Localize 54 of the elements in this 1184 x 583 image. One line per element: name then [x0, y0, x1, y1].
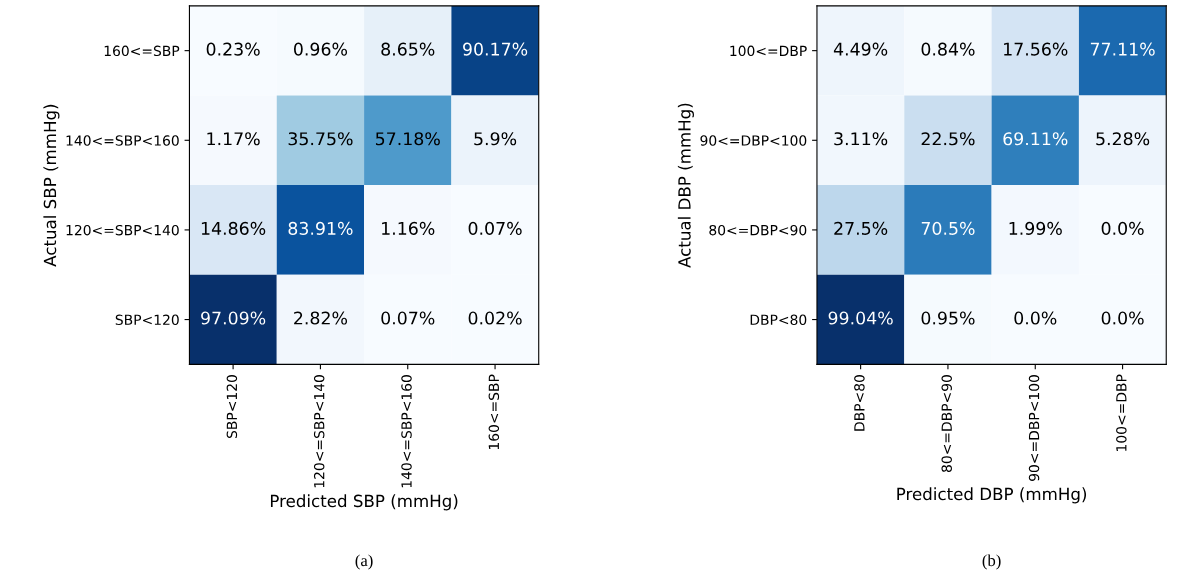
data-label: 0.95% — [921, 311, 975, 325]
data-label: 0.84% — [921, 42, 975, 56]
text: (b) — [982, 554, 1001, 570]
text: (a) — [355, 554, 373, 570]
data-label: 0.0% — [1101, 221, 1144, 235]
data-label: 22.5% — [921, 132, 975, 146]
data-label: 27.5% — [834, 221, 888, 235]
data-label: 35.75% — [288, 132, 353, 146]
y-tick-label: 100<=DBP — [730, 45, 807, 57]
data-label: 90.17% — [463, 42, 528, 56]
data-label: 97.09% — [201, 311, 266, 325]
data-label: 0.07% — [381, 311, 435, 325]
data-label: 3.11% — [834, 132, 888, 146]
x-tick-label: 160<=SBP — [488, 374, 500, 450]
data-label: 0.96% — [293, 42, 348, 56]
x-tick-label: DBP<80 — [854, 375, 865, 431]
data-label: 77.11% — [1090, 42, 1155, 56]
y-axis-title: Actual SBP (mmHg) — [43, 104, 60, 267]
y-axis-title: Actual DBP (mmHg) — [677, 103, 694, 268]
x-axis-title: Predicted DBP (mmHg) — [897, 487, 1087, 504]
x-tick-label: 120<=SBP<140 — [313, 375, 325, 488]
x-tick-label: 100<=DBP — [1116, 374, 1127, 451]
data-label: 1.16% — [382, 221, 435, 235]
x-tick-label: SBP<120 — [226, 375, 238, 439]
data-label: 70.5% — [921, 221, 975, 235]
data-label: 0.02% — [468, 311, 522, 325]
data-label: 4.49% — [833, 42, 888, 56]
data-label: 5.9% — [474, 132, 517, 146]
x-tick-label: 80<=DBP<90 — [941, 375, 952, 473]
data-label: 83.91% — [288, 221, 353, 235]
data-label: 2.82% — [294, 311, 348, 325]
data-label: 57.18% — [375, 132, 440, 146]
data-label: 1.99% — [1009, 221, 1062, 235]
data-label: 0.23% — [206, 42, 260, 56]
data-label: 0.07% — [468, 221, 522, 235]
y-tick-label: 120<=SBP<140 — [66, 224, 179, 236]
data-label: 14.86% — [201, 221, 266, 235]
data-label: 69.11% — [1003, 132, 1068, 146]
data-label: 0.0% — [1101, 311, 1144, 325]
data-label: 99.04% — [828, 311, 893, 325]
y-tick-label: 90<=DBP<100 — [700, 135, 807, 146]
x-tick-label: 90<=DBP<100 — [1028, 375, 1040, 481]
y-tick-label: 80<=DBP<90 — [709, 224, 807, 236]
y-tick-label: 140<=SBP<160 — [66, 135, 179, 146]
data-label: 0.0% — [1014, 311, 1057, 325]
data-label: 8.65% — [381, 42, 435, 56]
y-tick-label: SBP<120 — [115, 314, 179, 326]
data-label: 5.28% — [1096, 132, 1150, 146]
x-tick-label: 140<=SBP<160 — [401, 375, 412, 488]
data-label: 1.17% — [207, 132, 260, 146]
y-tick-label: DBP<80 — [750, 314, 807, 326]
x-axis-title: Predicted SBP (mmHg) — [270, 494, 458, 511]
y-tick-label: 160<=SBP — [104, 45, 180, 57]
data-label: 17.56% — [1004, 42, 1068, 56]
